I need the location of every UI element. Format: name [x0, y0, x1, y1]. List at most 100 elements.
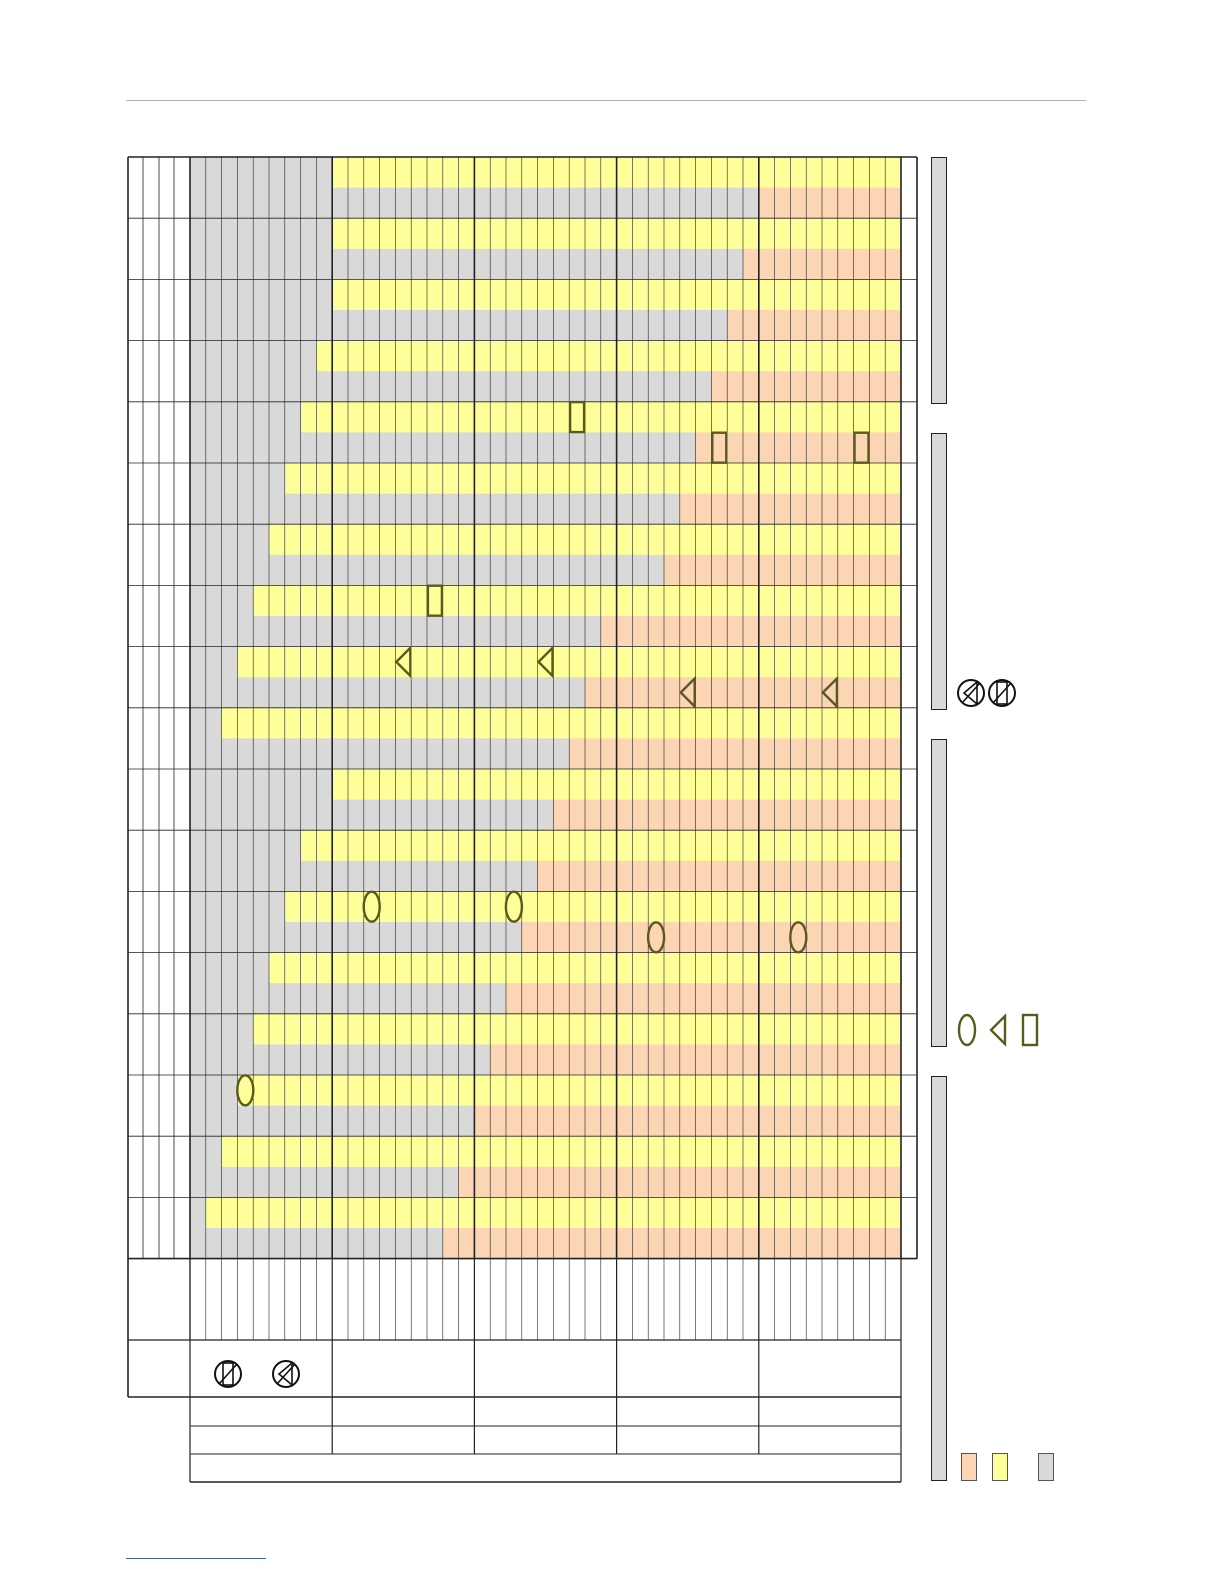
cell-top	[205, 707, 222, 739]
cell-bottom	[474, 187, 491, 219]
cell-top	[822, 891, 839, 923]
cell-top	[237, 1136, 254, 1168]
cell-top	[774, 1075, 791, 1106]
cell-bottom	[648, 1228, 665, 1259]
footer-rule	[126, 1558, 266, 1559]
cell-top	[600, 585, 617, 617]
cell-top	[727, 891, 744, 923]
cell-top	[253, 401, 270, 433]
cell-top	[221, 646, 238, 678]
cell-top	[237, 340, 254, 372]
cell-top	[679, 524, 696, 556]
cell-bottom	[727, 616, 744, 647]
cell-bottom	[363, 371, 380, 403]
cell-bottom	[537, 371, 554, 403]
cell-top	[695, 891, 712, 923]
cell-top	[458, 830, 475, 862]
cell-bottom	[348, 922, 365, 953]
cell-top	[253, 279, 270, 311]
cell-bottom	[758, 248, 775, 280]
cell-top	[379, 218, 396, 250]
cell-bottom	[190, 310, 207, 341]
cell-bottom	[490, 1228, 507, 1259]
cell-bottom	[853, 554, 870, 586]
cell-top	[806, 157, 823, 188]
cell-top	[363, 218, 380, 250]
cell-bottom	[363, 677, 380, 709]
cell-bottom	[743, 1166, 760, 1198]
cell-top	[411, 463, 428, 494]
cell-bottom	[379, 616, 396, 647]
cell-top	[521, 769, 538, 800]
cell-top	[711, 157, 728, 188]
cell-bottom	[506, 493, 523, 525]
cell-bottom	[205, 738, 222, 770]
cell-bottom	[790, 554, 807, 586]
cell-top	[585, 769, 602, 800]
cell-top	[537, 952, 554, 984]
cell-top	[632, 646, 649, 678]
cell-top	[616, 1013, 633, 1045]
cell-bottom	[837, 554, 854, 586]
cell-top	[743, 1075, 760, 1106]
cell-bottom	[632, 248, 649, 280]
cell-top	[758, 707, 775, 739]
cell-bottom	[869, 554, 886, 586]
cell-bottom	[758, 493, 775, 525]
cell-bottom	[790, 983, 807, 1015]
cell-bottom	[300, 371, 317, 403]
cell-bottom	[363, 1105, 380, 1137]
cell-top	[395, 463, 412, 494]
cell-bottom	[363, 616, 380, 647]
cell-bottom	[885, 1105, 902, 1137]
cell-bottom	[253, 248, 270, 280]
cell-top	[363, 524, 380, 556]
cell-top	[205, 279, 222, 311]
cell-top	[348, 1013, 365, 1045]
cell-top	[585, 157, 602, 188]
cell-top	[616, 1136, 633, 1168]
cell-top	[237, 463, 254, 494]
cell-top	[790, 157, 807, 188]
cell-top	[190, 1136, 207, 1168]
cell-top	[743, 891, 760, 923]
cell-top	[190, 830, 207, 862]
cell-top	[332, 340, 349, 372]
cell-top	[822, 769, 839, 800]
cell-top	[585, 1013, 602, 1045]
cell-bottom	[474, 1044, 491, 1076]
cell-bottom	[679, 310, 696, 341]
cell-bottom	[379, 677, 396, 709]
cell-bottom	[221, 922, 238, 953]
cell-top	[205, 769, 222, 800]
cell-top	[253, 769, 270, 800]
cell-bottom	[774, 493, 791, 525]
cell-bottom	[837, 616, 854, 647]
cell-bottom	[616, 554, 633, 586]
cell-top	[743, 279, 760, 311]
cell-top	[695, 1136, 712, 1168]
cell-top	[711, 769, 728, 800]
cell-top	[521, 1075, 538, 1106]
cell-top	[806, 891, 823, 923]
cell-top	[458, 340, 475, 372]
cell-top	[427, 707, 444, 739]
cell-bottom	[332, 1166, 349, 1198]
cell-bottom	[269, 493, 286, 525]
cell-top	[585, 218, 602, 250]
cell-top	[332, 891, 349, 923]
cell-top	[363, 1197, 380, 1229]
cell-bottom	[758, 616, 775, 647]
cell-bottom	[253, 983, 270, 1015]
cell-top	[837, 218, 854, 250]
cell-top	[774, 524, 791, 556]
cell-top	[664, 157, 681, 188]
cell-bottom	[711, 554, 728, 586]
cell-top	[458, 279, 475, 311]
cell-top	[806, 1013, 823, 1045]
crossed-triangle-icon	[272, 1360, 300, 1388]
cell-top	[885, 769, 902, 800]
cell-bottom	[332, 983, 349, 1015]
cell-bottom	[521, 616, 538, 647]
cell-bottom	[379, 554, 396, 586]
